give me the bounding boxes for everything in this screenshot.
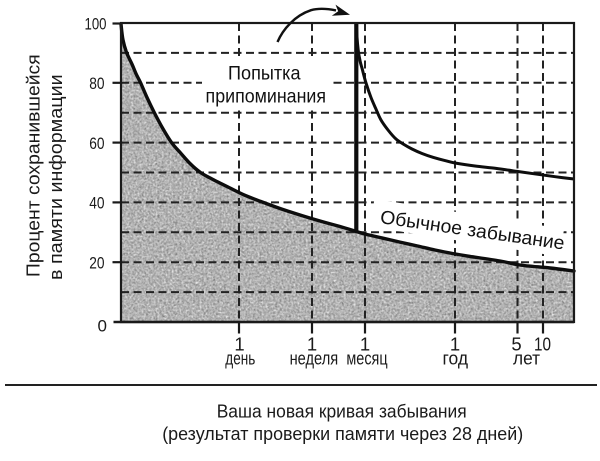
svg-text:(результат проверки памяти чер: (результат проверки памяти через 28 дней… [162,424,523,444]
svg-text:в памяти информации: в памяти информации [46,74,66,280]
svg-text:80: 80 [89,74,104,93]
svg-text:месяц: месяц [346,347,388,368]
svg-text:год: год [443,347,469,368]
svg-text:1: 1 [307,334,317,355]
svg-text:припоминания: припоминания [206,86,327,107]
svg-text:100: 100 [85,15,107,34]
svg-text:0: 0 [98,317,107,336]
svg-text:день: день [225,347,255,368]
svg-text:1: 1 [234,334,244,355]
svg-text:Процент сохранившейся: Процент сохранившейся [24,54,44,277]
svg-text:Ваша новая кривая забывания: Ваша новая кривая забывания [217,402,467,422]
svg-text:1: 1 [360,334,370,355]
svg-text:лет: лет [513,347,540,368]
svg-text:Попытка: Попытка [228,64,301,85]
svg-text:5: 5 [511,334,521,355]
svg-text:60: 60 [89,134,104,153]
svg-text:неделя: неделя [290,347,339,368]
svg-text:40: 40 [89,194,104,213]
svg-text:1: 1 [450,334,460,355]
svg-text:20: 20 [89,253,104,272]
svg-text:10: 10 [534,334,551,355]
